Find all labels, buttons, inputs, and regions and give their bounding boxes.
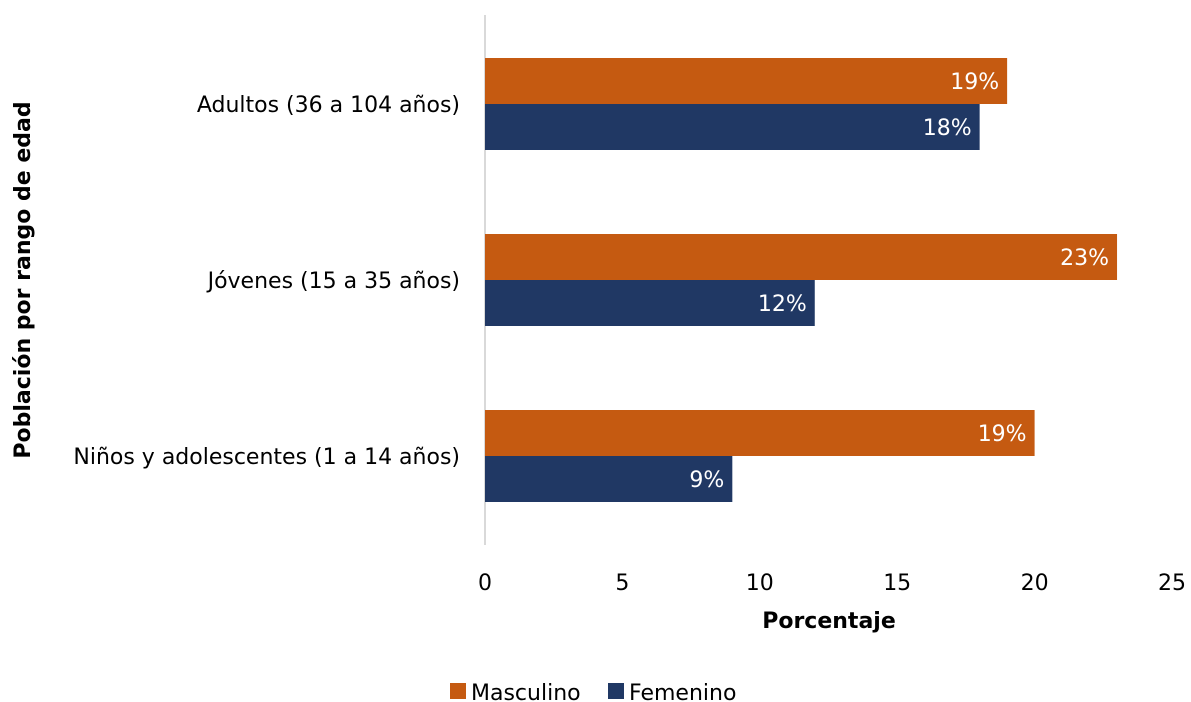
x-tick-label-0: 0 xyxy=(478,571,492,596)
bar-masculino-1 xyxy=(485,234,1118,280)
legend-label-masculino: Masculino xyxy=(471,681,581,702)
x-tick-label-1: 5 xyxy=(615,571,629,596)
legend-swatch-masculino xyxy=(450,683,466,699)
data-label-masculino-2: 19% xyxy=(978,422,1027,447)
category-labels: Adultos (36 a 104 años) Jóvenes (15 a 35 … xyxy=(73,93,460,470)
x-axis-title: Porcentaje xyxy=(762,609,896,634)
bar-masculino-2 xyxy=(485,410,1035,456)
y-axis-title: Población por rango de edad xyxy=(11,101,36,458)
x-tick-label-5: 25 xyxy=(1158,571,1186,596)
category-label-0: Adultos (36 a 104 años) xyxy=(197,93,460,118)
category-label-2: Niños y adolescentes (1 a 14 años) xyxy=(73,445,460,470)
data-label-femenino-1: 12% xyxy=(758,292,807,317)
bar-femenino-1 xyxy=(485,280,815,326)
bar-femenino-2 xyxy=(485,456,733,502)
legend-label-femenino: Femenino xyxy=(629,681,736,702)
bar-masculino-0 xyxy=(485,58,1008,104)
data-label-masculino-1: 23% xyxy=(1060,246,1109,271)
x-tick-label-3: 15 xyxy=(883,571,911,596)
x-tick-labels: 0 5 10 15 20 25 xyxy=(478,571,1186,596)
bars-group: 19% 18% 23% 12% 19% 9% xyxy=(485,58,1118,502)
data-label-femenino-0: 18% xyxy=(923,116,972,141)
x-tick-label-4: 20 xyxy=(1021,571,1049,596)
category-label-1: Jóvenes (15 a 35 años) xyxy=(206,269,460,294)
bar-femenino-0 xyxy=(485,104,980,150)
data-label-femenino-2: 9% xyxy=(689,468,724,493)
legend: Masculino Femenino xyxy=(450,681,736,702)
data-label-masculino-0: 19% xyxy=(950,70,999,95)
x-tick-label-2: 10 xyxy=(746,571,774,596)
legend-swatch-femenino xyxy=(608,683,624,699)
